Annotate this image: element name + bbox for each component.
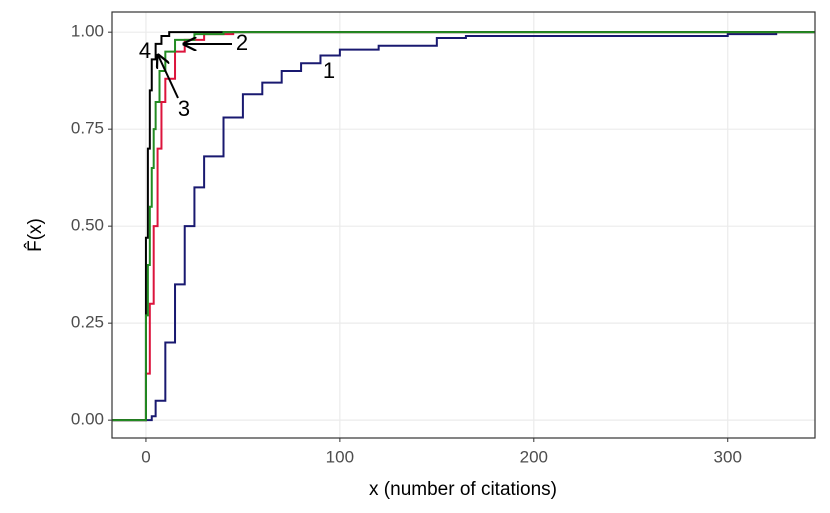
x-tick-label: 200 [520, 447, 548, 466]
x-tick-label: 0 [141, 447, 150, 466]
ecdf-line [112, 31, 815, 422]
y-axis-title: F̂(x) [24, 218, 46, 252]
ecdf-line [112, 31, 815, 422]
series-label: 1 [323, 58, 335, 83]
x-tick-label: 100 [326, 447, 354, 466]
panel-border [111, 11, 816, 439]
series-label: 2 [236, 30, 248, 55]
annotation-arrow [158, 55, 179, 99]
y-tick-label: 0.25 [71, 313, 104, 332]
y-tick-label: 1.00 [71, 22, 104, 41]
x-tick-label: 300 [714, 447, 742, 466]
series-label: 4 [139, 38, 151, 63]
ecdf-line [112, 31, 815, 422]
x-axis-title: x (number of citations) [369, 479, 557, 500]
series-label: 3 [178, 96, 190, 121]
y-tick-label: 0.00 [71, 410, 104, 429]
y-tick-label: 0.50 [71, 216, 104, 235]
y-tick-label: 0.75 [71, 119, 104, 138]
